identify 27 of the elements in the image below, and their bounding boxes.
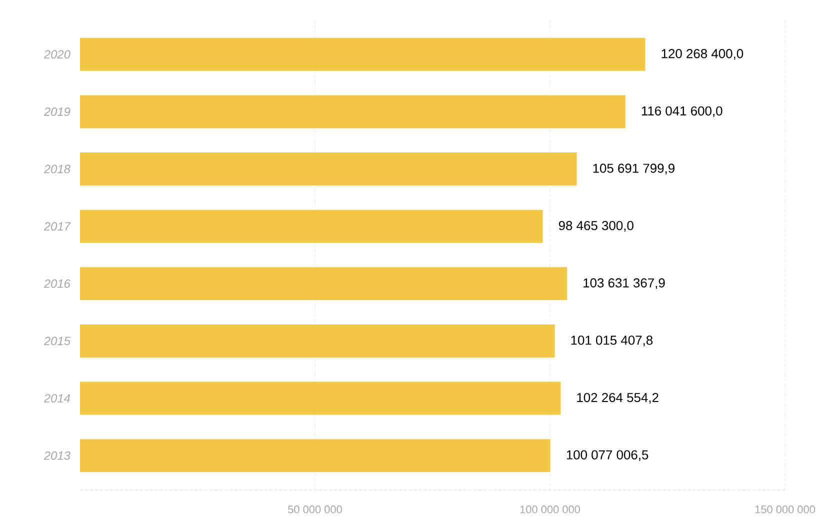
x-tick-label: 150 000 000 xyxy=(755,506,816,514)
data-label: 120 268 400,0 xyxy=(662,49,744,60)
y-tick-label: 2016 xyxy=(44,279,70,288)
data-label: 98 465 300,0 xyxy=(558,220,634,232)
bar xyxy=(80,267,568,300)
bar xyxy=(80,324,555,358)
data-label: 116 041 600,0 xyxy=(642,106,722,118)
data-label: 100 077 006,5 xyxy=(566,450,648,461)
data-label: 105 691 799,9 xyxy=(593,164,674,174)
y-tick-label: 2014 xyxy=(44,394,70,403)
bar xyxy=(80,382,561,415)
data-label: 103 631 367,9 xyxy=(584,278,665,290)
bar xyxy=(80,38,646,71)
x-tick-label: 100 000 000 xyxy=(520,506,580,514)
bar xyxy=(80,210,543,243)
bar xyxy=(80,95,626,128)
x-tick-label: 50 000 000 xyxy=(288,506,342,514)
y-tick-label: 2017 xyxy=(44,222,71,231)
data-label: 101 015 407,8 xyxy=(571,336,653,346)
y-tick-label: 2013 xyxy=(44,451,70,460)
y-tick-label: 2018 xyxy=(44,164,70,174)
y-tick-label: 2015 xyxy=(44,336,70,346)
bar xyxy=(80,439,550,472)
y-tick-label: 2020 xyxy=(44,50,70,59)
data-label: 102 264 554,2 xyxy=(577,392,658,404)
bar xyxy=(80,152,577,186)
y-tick-label: 2019 xyxy=(44,107,70,116)
